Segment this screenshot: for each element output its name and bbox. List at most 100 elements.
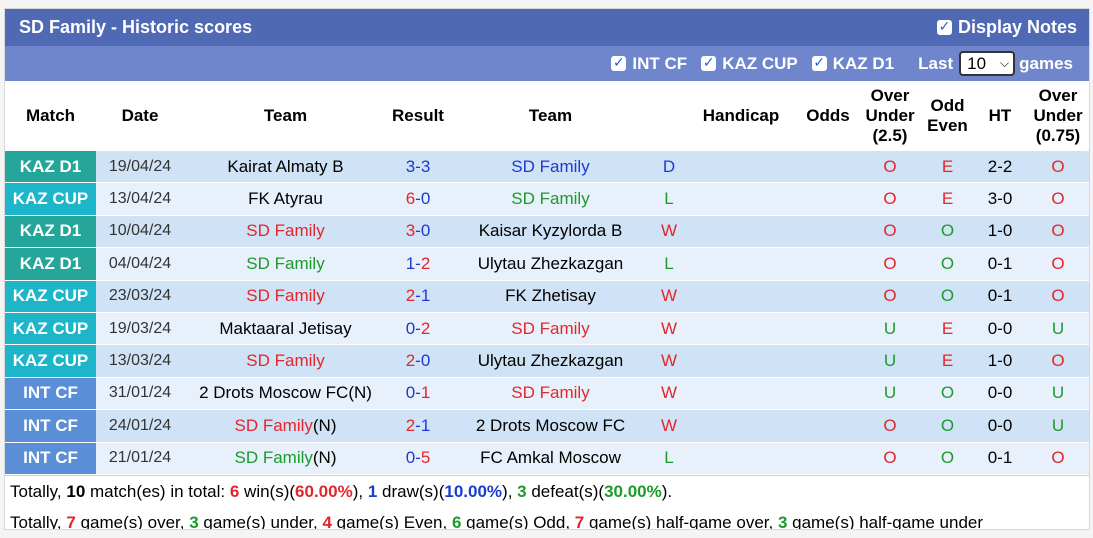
match-result[interactable]: 1-2 bbox=[387, 247, 449, 281]
table-row[interactable]: KAZ D1 04/04/24 SD Family 1-2 Ulytau Zhezkaz… bbox=[5, 247, 1089, 281]
odds-cell bbox=[796, 312, 860, 346]
home-team[interactable]: SD Family(N) bbox=[184, 442, 387, 475]
filter-kaz-d1[interactable]: ✓ KAZ D1 bbox=[811, 54, 894, 74]
home-goals: 0 bbox=[405, 448, 416, 468]
match-result[interactable]: 0-5 bbox=[387, 442, 449, 475]
summary-hg-over: 7 bbox=[574, 512, 585, 530]
match-result[interactable]: 2-1 bbox=[387, 280, 449, 313]
home-team[interactable]: SD Family bbox=[184, 280, 387, 313]
table-row[interactable]: KAZ D1 10/04/24 SD Family 3-0 Kaisar Kyzylor… bbox=[5, 215, 1089, 249]
table-row[interactable]: KAZ CUP 23/03/24 SD Family 2-1 FK Zhetisay W O… bbox=[5, 280, 1089, 313]
summary-text: ), bbox=[352, 481, 368, 501]
home-team-name[interactable]: Maktaaral Jetisay bbox=[219, 318, 352, 338]
home-team-name[interactable]: SD Family bbox=[234, 448, 313, 468]
home-team-name[interactable]: 2 Drots Moscow FC bbox=[199, 383, 349, 403]
away-team-name[interactable]: SD Family bbox=[511, 156, 590, 176]
competition-badge[interactable]: KAZ CUP bbox=[5, 312, 96, 346]
home-team[interactable]: SD Family bbox=[184, 247, 387, 281]
away-team[interactable]: SD Family bbox=[449, 312, 652, 346]
competition-badge[interactable]: KAZ D1 bbox=[5, 247, 96, 281]
table-row[interactable]: INT CF 24/01/24 SD Family(N) 2-1 2 Drots Mos… bbox=[5, 409, 1089, 443]
match-result[interactable]: 0-1 bbox=[387, 377, 449, 411]
table-row[interactable]: KAZ CUP 13/03/24 SD Family 2-0 Ulytau Zhezka… bbox=[5, 344, 1089, 378]
match-result[interactable]: 2-1 bbox=[387, 409, 449, 443]
table-row[interactable]: KAZ D1 19/04/24 Kairat Almaty B 3-3 SD Famil… bbox=[5, 151, 1089, 184]
competition-badge[interactable]: INT CF bbox=[5, 442, 96, 475]
score-separator: - bbox=[415, 383, 421, 403]
home-team-name[interactable]: SD Family bbox=[234, 415, 313, 435]
away-team[interactable]: Ulytau Zhezkazgan bbox=[449, 344, 652, 378]
home-team[interactable]: SD Family(N) bbox=[184, 409, 387, 443]
away-team[interactable]: FC Amkal Moscow bbox=[449, 442, 652, 475]
neutral-marker: (N) bbox=[312, 448, 337, 468]
away-team[interactable]: FK Zhetisay bbox=[449, 280, 652, 313]
home-team[interactable]: FK Atyrau bbox=[184, 182, 387, 216]
away-team[interactable]: SD Family bbox=[449, 151, 652, 184]
home-team-name[interactable]: SD Family bbox=[246, 286, 325, 306]
filter-kaz-d1-checkbox[interactable]: ✓ bbox=[811, 55, 827, 71]
competition-badge[interactable]: KAZ D1 bbox=[5, 215, 96, 249]
table-row[interactable]: INT CF 21/01/24 SD Family(N) 0-5 FC Amkal Mo… bbox=[5, 442, 1089, 475]
competition-badge[interactable]: KAZ D1 bbox=[5, 151, 96, 184]
over-under-cell: O bbox=[860, 442, 920, 475]
competition-badge[interactable]: KAZ CUP bbox=[5, 182, 96, 216]
away-team-name[interactable]: SD Family bbox=[511, 189, 590, 209]
home-team-name[interactable]: SD Family bbox=[246, 221, 325, 241]
away-goals: 2 bbox=[420, 318, 431, 338]
home-team-name[interactable]: Kairat Almaty B bbox=[227, 156, 344, 176]
away-team-name[interactable]: FC Amkal Moscow bbox=[480, 448, 621, 468]
competition-badge[interactable]: INT CF bbox=[5, 377, 96, 411]
away-team-name[interactable]: FK Zhetisay bbox=[505, 286, 596, 306]
match-result[interactable]: 6-0 bbox=[387, 182, 449, 216]
table-row[interactable]: KAZ CUP 13/04/24 FK Atyrau 6-0 SD Family L O E 3… bbox=[5, 182, 1089, 216]
ou075-line3: (0.75) bbox=[1035, 126, 1081, 145]
home-team-name[interactable]: SD Family bbox=[246, 253, 325, 273]
ou-line2: Under bbox=[865, 106, 915, 125]
match-date: 13/03/24 bbox=[96, 344, 184, 378]
match-result[interactable]: 0-2 bbox=[387, 312, 449, 346]
home-team-name[interactable]: FK Atyrau bbox=[248, 189, 323, 209]
home-team[interactable]: Maktaaral Jetisay bbox=[184, 312, 387, 346]
odds-cell bbox=[796, 377, 860, 411]
home-team[interactable]: SD Family bbox=[184, 215, 387, 249]
home-team[interactable]: 2 Drots Moscow FC(N) bbox=[184, 377, 387, 411]
away-team[interactable]: Kaisar Kyzylorda B bbox=[449, 215, 652, 249]
match-result[interactable]: 2-0 bbox=[387, 344, 449, 378]
filter-kaz-cup[interactable]: ✓ KAZ CUP bbox=[701, 54, 798, 74]
match-result[interactable]: 3-0 bbox=[387, 215, 449, 249]
competition-badge[interactable]: KAZ CUP bbox=[5, 344, 96, 378]
away-team-name[interactable]: Ulytau Zhezkazgan bbox=[477, 253, 624, 273]
oe-line1: Odd bbox=[930, 96, 965, 115]
away-team-name[interactable]: SD Family bbox=[511, 383, 590, 403]
competition-badge[interactable]: INT CF bbox=[5, 409, 96, 443]
match-result[interactable]: 3-3 bbox=[387, 151, 449, 184]
odds-cell bbox=[796, 182, 860, 216]
home-team[interactable]: Kairat Almaty B bbox=[184, 151, 387, 184]
away-team-name[interactable]: Kaisar Kyzylorda B bbox=[478, 221, 623, 241]
filter-kaz-cup-checkbox[interactable]: ✓ bbox=[701, 55, 717, 71]
col-ht: HT bbox=[988, 106, 1012, 125]
summary-defeat-pct: 30.00% bbox=[604, 481, 662, 501]
away-goals: 1 bbox=[420, 383, 431, 403]
last-games-select[interactable]: 10 ⌵ bbox=[959, 51, 1016, 76]
odd-even-cell: O bbox=[920, 247, 975, 281]
away-team-name[interactable]: Ulytau Zhezkazgan bbox=[477, 351, 624, 371]
over-under-cell: O bbox=[860, 280, 920, 313]
ou075-line2: Under bbox=[1033, 106, 1083, 125]
filter-int-cf-checkbox[interactable]: ✓ bbox=[611, 55, 627, 71]
away-team[interactable]: 2 Drots Moscow FC bbox=[449, 409, 652, 443]
display-notes-toggle[interactable]: ✓ Display Notes bbox=[936, 17, 1077, 38]
panel-header: SD Family - Historic scores ✓ Display No… bbox=[5, 9, 1089, 46]
display-notes-checkbox[interactable]: ✓ bbox=[936, 19, 952, 35]
home-team-name[interactable]: SD Family bbox=[246, 351, 325, 371]
table-row[interactable]: KAZ CUP 19/03/24 Maktaaral Jetisay 0-2 SD Fa… bbox=[5, 312, 1089, 346]
away-team-name[interactable]: 2 Drots Moscow FC bbox=[475, 415, 626, 435]
away-team[interactable]: SD Family bbox=[449, 377, 652, 411]
away-team[interactable]: SD Family bbox=[449, 182, 652, 216]
away-team[interactable]: Ulytau Zhezkazgan bbox=[449, 247, 652, 281]
competition-badge[interactable]: KAZ CUP bbox=[5, 280, 96, 313]
table-row[interactable]: INT CF 31/01/24 2 Drots Moscow FC(N) 0-1 SD … bbox=[5, 377, 1089, 411]
away-team-name[interactable]: SD Family bbox=[511, 318, 590, 338]
filter-int-cf[interactable]: ✓ INT CF bbox=[611, 54, 687, 74]
home-team[interactable]: SD Family bbox=[184, 344, 387, 378]
